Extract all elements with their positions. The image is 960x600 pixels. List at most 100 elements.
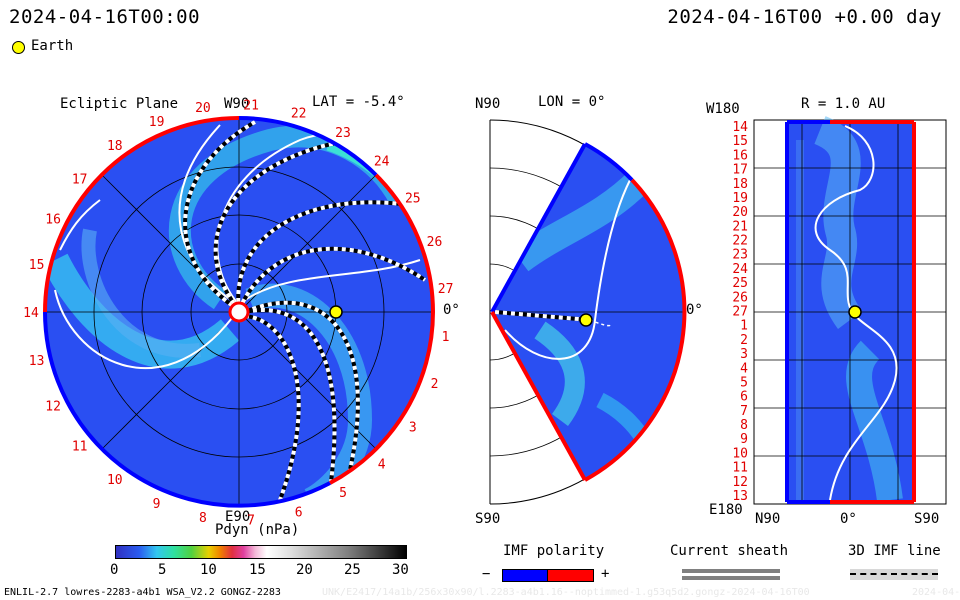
rotation-label: 27	[438, 282, 454, 297]
lat-label: LAT = -5.4°	[312, 94, 405, 110]
current-sheath-title: Current sheath	[670, 543, 789, 559]
radial-rotation-label: 12	[732, 475, 748, 490]
radial-rotation-label: 3	[740, 347, 748, 362]
rotation-label: 15	[29, 258, 45, 273]
footer-right: 2024-04-17	[912, 587, 960, 598]
rotation-label: 20	[195, 101, 211, 116]
radial-rotation-label: 21	[732, 219, 748, 234]
rotation-label: 3	[409, 420, 417, 435]
radial-rotation-label: 8	[740, 418, 748, 433]
radial-rotation-label: 25	[732, 276, 748, 291]
time-label-left: 2024-04-16T00:00	[9, 6, 201, 28]
radial-rotation-label: 22	[732, 234, 748, 249]
radial-bottom-0: 0°	[840, 511, 857, 527]
radial-rotation-label: 27	[732, 305, 748, 320]
radial-rotation-label: 1	[740, 319, 748, 334]
ecliptic-right-label: 0°	[443, 302, 460, 318]
radial-rotation-label: 6	[740, 390, 748, 405]
imf-minus-label: −	[482, 566, 491, 582]
rotation-label: 10	[107, 473, 123, 488]
earth-legend-label: Earth	[31, 38, 74, 54]
rotation-label: 21	[243, 98, 259, 113]
time-label-right: 2024-04-16T00 +0.00 day	[667, 6, 942, 28]
colorbar-tick: 10	[200, 562, 217, 578]
meridional-top-label: N90	[475, 96, 501, 112]
rotation-label: 6	[295, 505, 303, 520]
footer-left: ENLIL-2.7 lowres-2283-a4b1 WSA_V2.2 GONG…	[4, 587, 281, 598]
r-label: R = 1.0 AU	[801, 96, 886, 112]
imf-line-swatch	[850, 569, 938, 580]
rotation-label: 11	[72, 440, 88, 455]
radial-bottom-n90: N90	[755, 511, 781, 527]
imf-polarity-title: IMF polarity	[503, 543, 605, 559]
earth-marker	[329, 305, 343, 319]
rotation-label: 8	[199, 511, 207, 526]
radial-bottom-left-label: E180	[709, 502, 743, 518]
colorbar-tick: 0	[110, 562, 119, 578]
radial-rotation-label: 7	[740, 404, 748, 419]
radial-rotation-label: 23	[732, 248, 748, 263]
lon-label: LON = 0°	[538, 94, 606, 110]
imf-plus-label: +	[601, 566, 610, 582]
meridional-right-label: 0°	[686, 302, 703, 318]
colorbar-title: Pdyn (nPa)	[215, 522, 300, 538]
radial-rotation-label: 16	[732, 148, 748, 163]
rotation-label: 2	[431, 377, 439, 392]
imf-negative-swatch	[502, 569, 549, 582]
radial-rotation-label: 2	[740, 333, 748, 348]
footer-middle: UNK/E2417/14a1b/256x30x90/l.2283-a4b1.16…	[322, 587, 810, 598]
colorbar-tick: 25	[344, 562, 361, 578]
rotation-label: 7	[247, 514, 255, 529]
current-sheath-line	[682, 569, 780, 573]
ecliptic-top-label: W90	[224, 96, 250, 112]
rotation-label: 25	[405, 192, 421, 207]
rotation-label: 22	[291, 107, 307, 122]
rotation-label: 26	[427, 235, 443, 250]
rotation-label: 24	[374, 155, 390, 170]
colorbar-tick: 30	[392, 562, 409, 578]
rotation-label: 5	[339, 486, 347, 501]
colorbar-tick: 20	[296, 562, 313, 578]
radial-rotation-label: 14	[732, 120, 748, 135]
radial-rotation-label: 17	[732, 163, 748, 178]
colorbar	[115, 545, 407, 559]
radial-top-left-label: W180	[706, 101, 740, 117]
current-sheath-line	[682, 576, 780, 580]
rotation-label: 12	[45, 399, 61, 414]
rotation-label: 17	[72, 172, 88, 187]
sun-marker	[228, 301, 250, 323]
radial-rotation-label: 19	[732, 191, 748, 206]
radial-rotation-label: 18	[732, 177, 748, 192]
radial-rotation-label: 20	[732, 205, 748, 220]
radial-rotation-label: 24	[732, 262, 748, 277]
radial-rotation-label: 10	[732, 446, 748, 461]
ecliptic-title: Ecliptic Plane	[60, 96, 179, 112]
ecliptic-bottom-label: E90	[225, 509, 251, 525]
radial-rotation-label: 5	[740, 376, 748, 391]
colorbar-tick: 15	[249, 562, 266, 578]
radial-bottom-s90: S90	[914, 511, 940, 527]
rotation-label: 14	[23, 306, 39, 321]
rotation-label: 4	[378, 457, 386, 472]
rotation-label: 19	[149, 115, 165, 130]
rotation-label: 18	[107, 139, 123, 154]
colorbar-tick: 5	[158, 562, 167, 578]
rotation-label: 16	[45, 213, 61, 228]
earth-marker-meridional	[579, 313, 593, 327]
rotation-label: 1	[442, 330, 450, 345]
rotation-label: 23	[335, 126, 351, 141]
radial-rotation-label: 11	[732, 461, 748, 476]
earth-marker-radial	[848, 305, 862, 319]
radial-rotation-label: 4	[740, 361, 748, 376]
imf-line-title: 3D IMF line	[848, 543, 941, 559]
radial-rotation-label: 26	[732, 290, 748, 305]
meridional-bottom-label: S90	[475, 511, 501, 527]
radial-rotation-label: 13	[732, 489, 748, 504]
rotation-label: 13	[29, 354, 45, 369]
imf-positive-swatch	[547, 569, 594, 582]
rotation-label: 9	[153, 497, 161, 512]
earth-legend-icon	[12, 41, 25, 54]
